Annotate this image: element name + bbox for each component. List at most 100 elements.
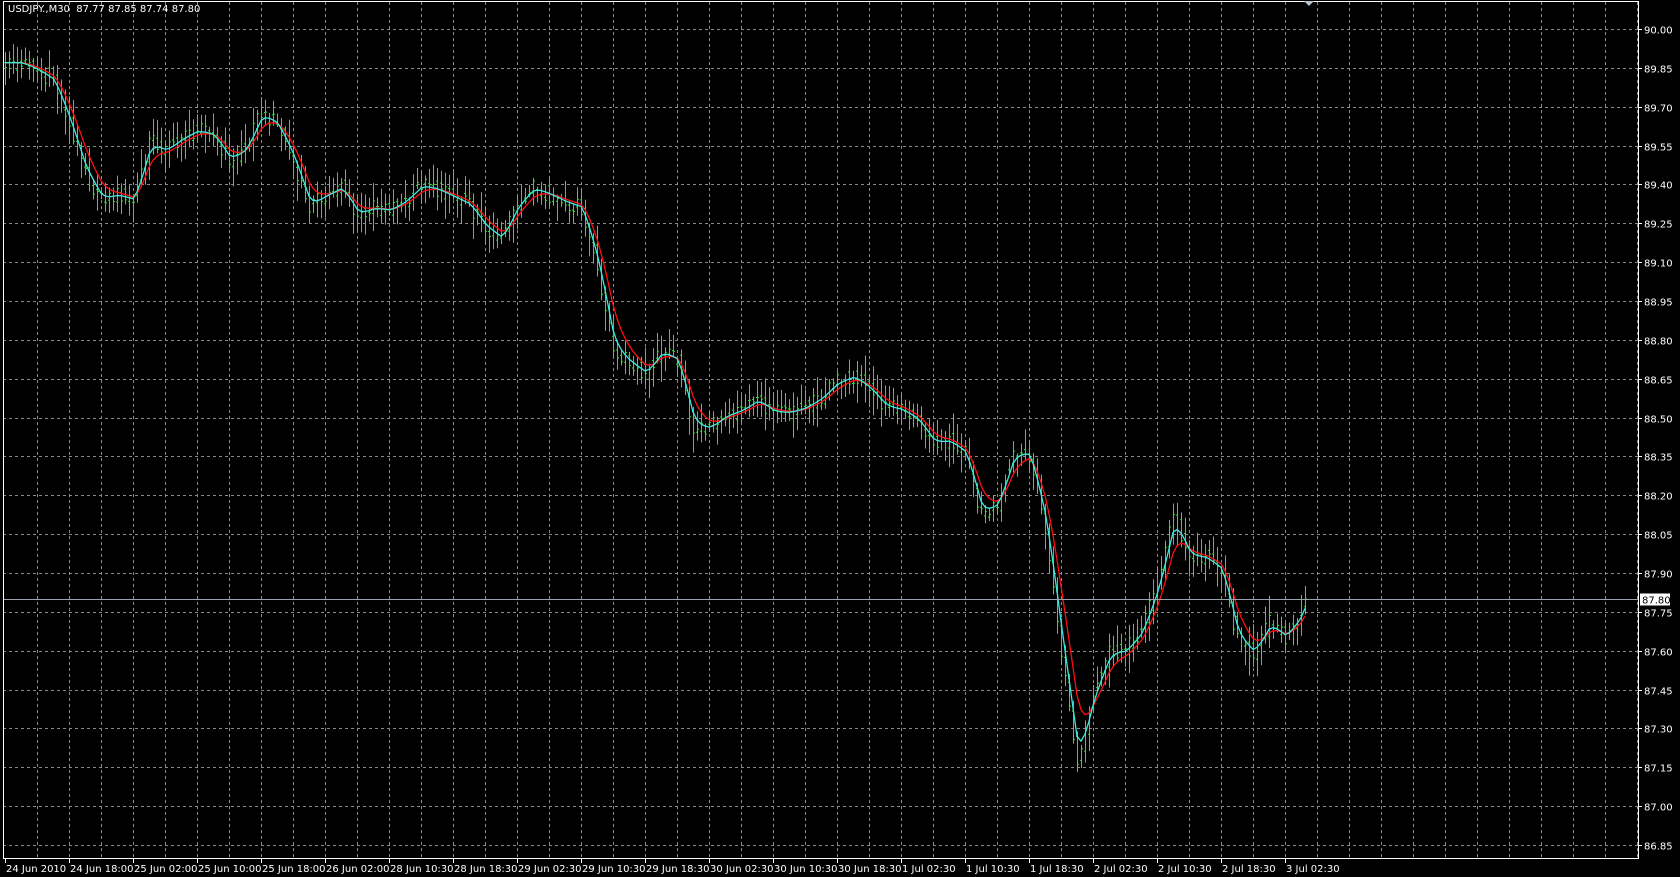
price-bar [940, 429, 943, 451]
price-bar [708, 411, 711, 433]
price-bar [768, 387, 771, 421]
price-bar [24, 47, 27, 64]
price-bar [788, 399, 791, 421]
price-tick-label: 87.30 [1644, 725, 1673, 736]
price-bar [596, 225, 599, 277]
time-tick-label: 30 Jun 10:30 [774, 864, 838, 875]
price-tick-label: 89.40 [1644, 181, 1673, 192]
price-bar [936, 419, 939, 455]
price-tick-label: 87.45 [1644, 687, 1673, 698]
price-bar [576, 187, 579, 216]
time-tick-label: 30 Jun 18:30 [838, 864, 902, 875]
price-bar [892, 387, 895, 416]
price-bar [32, 58, 35, 83]
price-bar [676, 359, 679, 377]
price-bar [328, 175, 331, 210]
price-bar [236, 145, 239, 175]
price-bar [856, 361, 859, 403]
price-bar [180, 133, 183, 162]
price-bar [852, 370, 855, 394]
time-axis[interactable]: 24 Jun 2010 24 Jun 18:00 25 Jun 02:00 25 Ju… [5, 858, 1340, 875]
time-tick-label: 2 Jul 02:30 [1094, 864, 1148, 875]
price-tick-label: 88.35 [1644, 453, 1673, 464]
price-bar [324, 186, 327, 218]
time-tick-label: 25 Jun 18:00 [262, 864, 326, 875]
price-bar [8, 51, 11, 79]
price-bar [556, 194, 559, 222]
price-bar [592, 232, 595, 264]
price-bar [1084, 720, 1087, 763]
time-tick-label: 2 Jul 18:30 [1222, 864, 1276, 875]
price-bar [860, 365, 863, 387]
chart-shift-marker-icon[interactable] [1304, 1, 1314, 6]
price-bar [908, 400, 911, 431]
price-bar [1120, 633, 1123, 663]
time-tick-label: 30 Jun 02:30 [710, 864, 774, 875]
price-bar [264, 99, 267, 126]
price-bar [312, 195, 315, 214]
price-tick-label: 88.20 [1644, 492, 1673, 503]
price-bar [948, 423, 951, 468]
price-bar [424, 175, 427, 204]
price-bar [232, 148, 235, 187]
price-bar [348, 179, 351, 208]
price-bar [360, 192, 363, 233]
price-bar [296, 160, 299, 201]
price-bar [108, 187, 111, 213]
price-tick-label: 89.25 [1644, 220, 1673, 231]
price-bar [880, 379, 883, 427]
price-tick-label: 87.00 [1644, 803, 1673, 814]
price-bar [16, 47, 19, 83]
price-tick-label: 89.85 [1644, 65, 1673, 76]
price-bar [468, 179, 471, 208]
price-bar [164, 142, 167, 172]
price-bar [552, 187, 555, 206]
price-bar [212, 113, 215, 147]
price-bar [196, 114, 199, 143]
price-bar [40, 57, 43, 91]
time-tick-label: 25 Jun 10:00 [198, 864, 262, 875]
price-bar [432, 164, 435, 198]
price-bar [388, 196, 391, 216]
price-bar [896, 395, 899, 425]
price-tick-label: 87.15 [1644, 764, 1673, 775]
price-bar [72, 99, 75, 145]
price-bar [120, 183, 123, 215]
price-bar [544, 185, 547, 210]
price-bar [160, 127, 163, 164]
price-bar [1304, 585, 1307, 615]
ohlc-bars [4, 44, 1307, 773]
price-bar [900, 392, 903, 424]
price-bar [504, 220, 507, 237]
price-axis[interactable]: 90.00 89.85 89.70 89.55 89.40 89.25 89.10 88.95… [1638, 26, 1673, 853]
price-bar [960, 433, 963, 473]
price-bar [632, 356, 635, 376]
price-bar [92, 178, 95, 200]
price-bar [132, 197, 135, 223]
price-tick-label: 88.05 [1644, 531, 1673, 542]
price-bar [1096, 666, 1099, 692]
price-tick-label: 88.50 [1644, 415, 1673, 426]
price-bar [1180, 512, 1183, 548]
price-bar [696, 411, 699, 441]
price-bar [148, 130, 151, 180]
price-bar [540, 181, 543, 205]
price-bar [116, 175, 119, 213]
price-bar [568, 201, 571, 223]
price-bar [56, 64, 59, 114]
price-bar [1080, 744, 1083, 768]
price-bar [392, 189, 395, 225]
price-bar [64, 89, 67, 135]
chart-frame [3, 1, 1639, 859]
price-bar [416, 168, 419, 190]
price-bar [1256, 631, 1259, 677]
price-bar [756, 380, 759, 418]
price-bar [356, 195, 359, 230]
price-bar [1268, 595, 1271, 649]
price-bar [984, 505, 987, 524]
price-bar [80, 141, 83, 179]
price-bar [396, 198, 399, 225]
price-bar [636, 355, 639, 385]
price-bar [700, 403, 703, 443]
